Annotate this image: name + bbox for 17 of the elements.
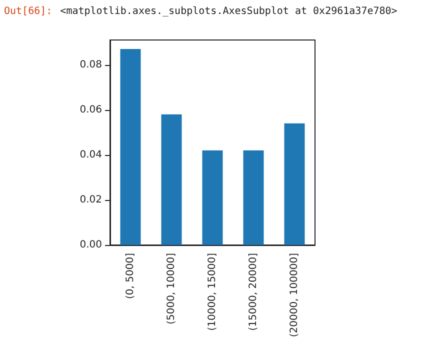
text: Out[66]: <box>4 6 52 17</box>
x-tick-label: (20000, 100000] <box>289 252 300 338</box>
bar <box>161 114 182 245</box>
text: <matplotlib.axes._subplots.AxesSubplot at 0x2961a37e780> <box>60 6 398 17</box>
bar <box>284 123 305 245</box>
y-tick-label: 0.06 <box>80 104 102 116</box>
x-tick-label: (5000, 10000] <box>166 252 177 324</box>
x-tick-label: (0, 5000] <box>125 252 136 299</box>
y-tick-label: 0.08 <box>80 59 102 70</box>
bar <box>243 150 264 245</box>
y-tick-label: 0.02 <box>80 194 102 206</box>
x-tick-label: (15000, 20000] <box>248 252 259 331</box>
x-tick-label: (10000, 15000] <box>207 252 218 331</box>
bar <box>202 150 223 245</box>
bar <box>120 49 141 245</box>
y-tick-label: 0.00 <box>80 240 102 250</box>
y-tick-label: 0.04 <box>80 149 102 160</box>
